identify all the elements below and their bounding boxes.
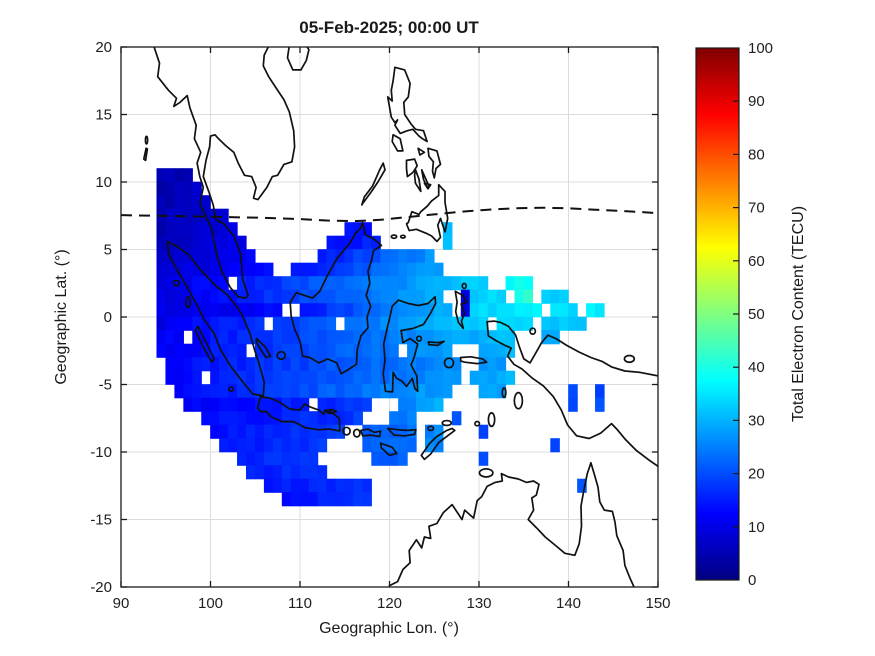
colorbar-tick-label: 40 (748, 359, 765, 376)
y-tick-label: 5 (104, 242, 112, 259)
coast-cebu (420, 168, 430, 189)
x-tick-label: 100 (198, 595, 223, 612)
coast-sumbawa (360, 428, 382, 438)
coast-sulawesi (382, 295, 437, 393)
small-island (144, 135, 149, 145)
coast-timor (420, 427, 456, 461)
y-tick-label: 10 (95, 174, 112, 191)
colorbar-tick-label: 30 (748, 412, 765, 429)
small-island (342, 426, 351, 436)
coast-sumatra (166, 240, 266, 397)
x-tick-label: 110 (288, 595, 312, 612)
coast-new-guinea-south (486, 320, 658, 468)
small-island (415, 335, 423, 342)
x-tick-label: 120 (377, 595, 402, 612)
coast-seram (459, 355, 488, 365)
y-tick-label: 20 (95, 39, 112, 56)
coast-mindanao (405, 183, 449, 243)
coast-mainland-sea (153, 47, 296, 299)
axes-box: 90 100 110 120 130 140 150 -20 -15 -10 -5 0 5 10 15 20 (90, 39, 670, 612)
coast-australia (388, 461, 635, 587)
colorbar-tick-label: 70 (748, 200, 765, 217)
small-island (441, 419, 453, 427)
coast-mentawai (194, 325, 215, 364)
small-island (399, 234, 407, 239)
x-tick-label: 150 (645, 595, 670, 612)
coast-halmahera (454, 290, 468, 330)
coast-panay (405, 158, 419, 178)
small-island (390, 234, 398, 240)
coast-new-guinea-north (486, 320, 658, 377)
x-axis-label: Geographic Lon. (°) (319, 620, 459, 637)
colorbar: 0 10 20 30 40 50 60 70 80 90 100 (695, 40, 773, 589)
coast-samar-leyte (427, 147, 442, 179)
small-island (227, 386, 235, 393)
colorbar-tick-label: 100 (748, 40, 773, 57)
coast-flores (386, 427, 417, 437)
small-island (461, 282, 468, 290)
coast-negros (413, 168, 422, 193)
y-tick-label: -5 (99, 377, 112, 394)
small-island (352, 428, 361, 438)
coast-hainan (286, 47, 310, 71)
coast-madura (323, 408, 338, 415)
coast-palawan (360, 162, 386, 206)
small-island (623, 354, 636, 364)
colorbar-tick-label: 50 (748, 306, 765, 323)
small-island (513, 391, 524, 410)
y-tick-label: 15 (95, 107, 112, 124)
colorbar-tick-label: 80 (748, 146, 765, 163)
small-island (529, 327, 537, 335)
small-island (478, 468, 494, 478)
colorbar-tick-label: 20 (748, 466, 765, 483)
coast-sumba (379, 442, 398, 457)
small-island (474, 420, 481, 427)
small-island (501, 387, 507, 399)
coastlines (142, 47, 658, 587)
colorbar-tick-label: 90 (748, 93, 765, 110)
plot-title: 05-Feb-2025; 00:00 UT (299, 18, 479, 37)
colorbar-tick-label: 60 (748, 253, 765, 270)
coast-andaman-sliver (142, 147, 149, 162)
x-tick-label: 140 (556, 595, 581, 612)
x-tick-label: 130 (466, 595, 491, 612)
y-tick-label: 0 (104, 309, 112, 326)
coast-sula (427, 340, 445, 347)
small-island (443, 357, 455, 369)
colorbar-label: Total Electron Content (TECU) (790, 205, 807, 423)
y-tick-label: -20 (90, 579, 112, 596)
x-tick-label: 90 (113, 595, 130, 612)
coast-masbate (417, 147, 426, 156)
coast-mindoro (391, 133, 404, 152)
coast-bohol (423, 182, 432, 190)
small-island (172, 279, 181, 287)
small-island (185, 296, 192, 309)
small-island (487, 412, 496, 428)
colorbar-tick-label: 0 (748, 572, 756, 589)
colorbar-tick-label: 10 (748, 519, 765, 536)
coast-bangka (255, 337, 272, 359)
small-island (276, 350, 287, 361)
coast-borneo (289, 221, 383, 375)
y-tick-label: -15 (90, 512, 112, 529)
y-tick-label: -10 (90, 444, 112, 461)
small-island (426, 425, 435, 432)
coast-luzon (386, 66, 428, 143)
y-axis-label: Geographic Lat. (°) (53, 249, 70, 385)
